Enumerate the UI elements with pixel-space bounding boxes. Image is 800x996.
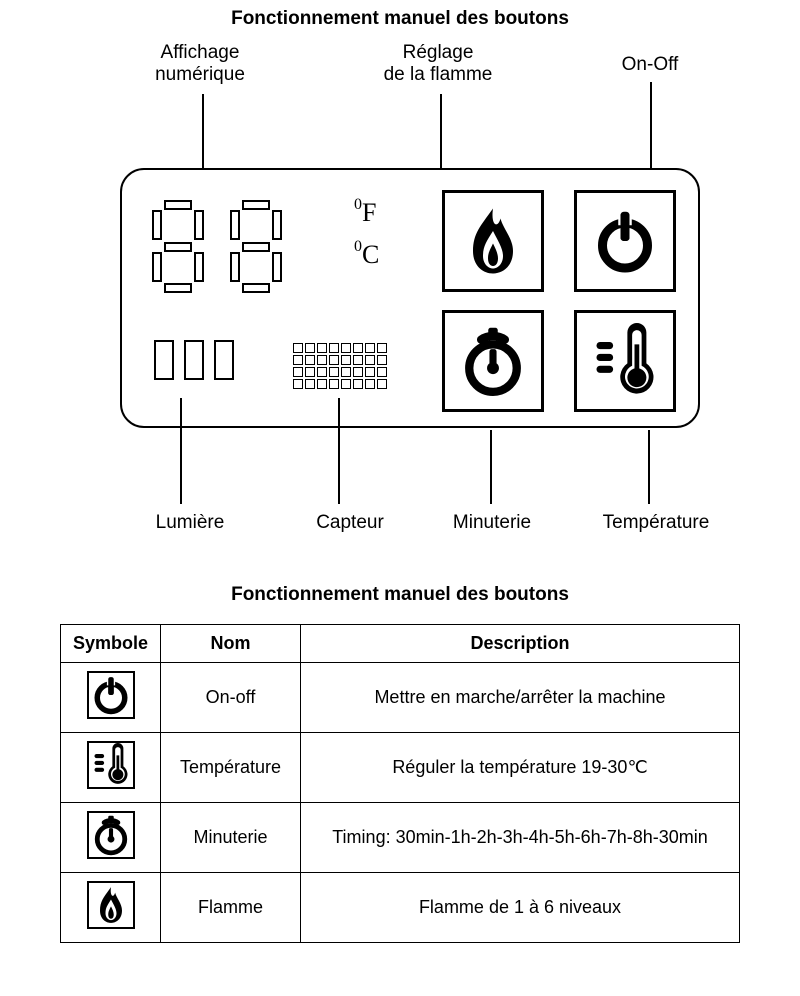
table-row: MinuterieTiming: 30min-1h-2h-3h-4h-5h-6h… [61, 803, 740, 873]
table-header-row: Symbole Nom Description [61, 625, 740, 663]
control-panel-diagram: Affichagenumérique Réglagede la flamme O… [20, 38, 780, 558]
name-cell: Flamme [161, 873, 301, 943]
callout-onoff: On-Off [590, 54, 710, 76]
table-title: Fonctionnement manuel des boutons [0, 584, 800, 606]
power-button[interactable] [574, 190, 676, 292]
symbol-cell [61, 733, 161, 803]
table-row: FlammeFlamme de 1 à 6 niveaux [61, 873, 740, 943]
unit-celsius: 0C [354, 240, 379, 270]
thermometer-icon [587, 323, 663, 399]
description-cell: Flamme de 1 à 6 niveaux [301, 873, 740, 943]
digital-display [148, 200, 348, 295]
temperature-icon [87, 741, 135, 789]
temperature-button[interactable] [574, 310, 676, 412]
table-row: TempératureRéguler la température 19-30℃ [61, 733, 740, 803]
symbol-cell [61, 873, 161, 943]
power-icon [87, 671, 135, 719]
power-icon [589, 205, 661, 277]
description-cell: Mettre en marche/arrêter la machine [301, 663, 740, 733]
name-cell: On-off [161, 663, 301, 733]
symbol-cell [61, 663, 161, 733]
col-symbol: Symbole [61, 625, 161, 663]
callout-line [490, 430, 492, 504]
callout-sensor: Capteur [290, 512, 410, 534]
name-cell: Minuterie [161, 803, 301, 873]
page-title: Fonctionnement manuel des boutons [0, 8, 800, 30]
col-description: Description [301, 625, 740, 663]
unit-fahrenheit: 0F [354, 198, 376, 228]
callout-display: Affichagenumérique [130, 42, 270, 86]
flame-button[interactable] [442, 190, 544, 292]
flame-icon [87, 881, 135, 929]
callout-flame-setting: Réglagede la flamme [358, 42, 518, 86]
timer-icon [455, 323, 531, 399]
table-row: On-offMettre en marche/arrêter la machin… [61, 663, 740, 733]
sensor-grid [292, 342, 388, 390]
description-cell: Timing: 30min-1h-2h-3h-4h-5h-6h-7h-8h-30… [301, 803, 740, 873]
flame-icon [453, 201, 533, 281]
button-description-table: Symbole Nom Description On-offMettre en … [60, 624, 740, 943]
callout-temperature: Température [576, 512, 736, 534]
callout-line [648, 430, 650, 504]
callout-light: Lumière [130, 512, 250, 534]
name-cell: Température [161, 733, 301, 803]
description-cell: Réguler la température 19-30℃ [301, 733, 740, 803]
light-indicators [154, 340, 244, 385]
col-name: Nom [161, 625, 301, 663]
callout-line [180, 398, 182, 504]
callout-timer: Minuterie [432, 512, 552, 534]
timer-button[interactable] [442, 310, 544, 412]
symbol-cell [61, 803, 161, 873]
timer-icon [87, 811, 135, 859]
callout-line [338, 398, 340, 504]
control-panel: 0F 0C [120, 168, 700, 428]
